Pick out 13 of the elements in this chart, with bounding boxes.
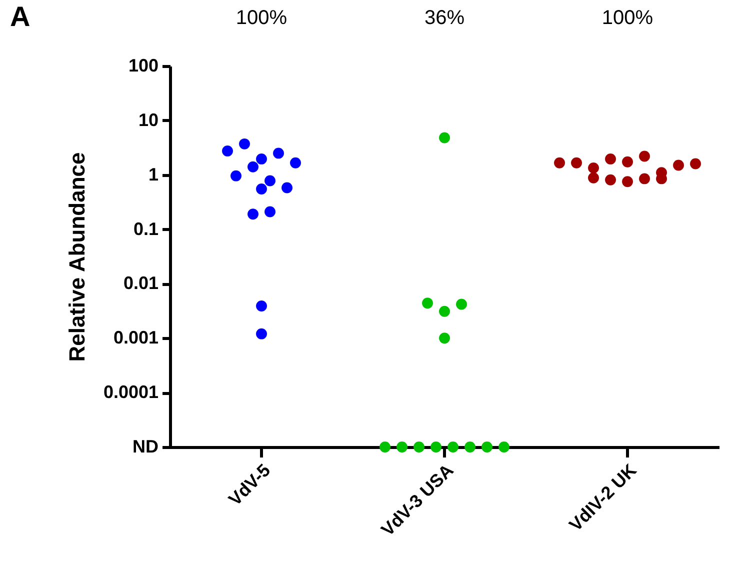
y-tick-label: 100: [128, 56, 158, 76]
text: 100%: [236, 7, 288, 29]
y-tick-label: 10: [138, 110, 158, 130]
y-tick-label: 0.001: [113, 328, 158, 348]
chart-title: A: [10, 1, 30, 32]
text: 36%: [424, 7, 465, 29]
text: 100%: [602, 7, 654, 29]
y-tick-label: 0.1: [133, 218, 158, 239]
y-tick-label: 0.0001: [103, 382, 158, 402]
y-tick-label: ND: [132, 436, 158, 456]
y-tick-label: 0.01: [123, 273, 158, 294]
y-axis-title: Relative Abundance: [64, 152, 90, 362]
y-tick-label: 1: [148, 164, 158, 184]
